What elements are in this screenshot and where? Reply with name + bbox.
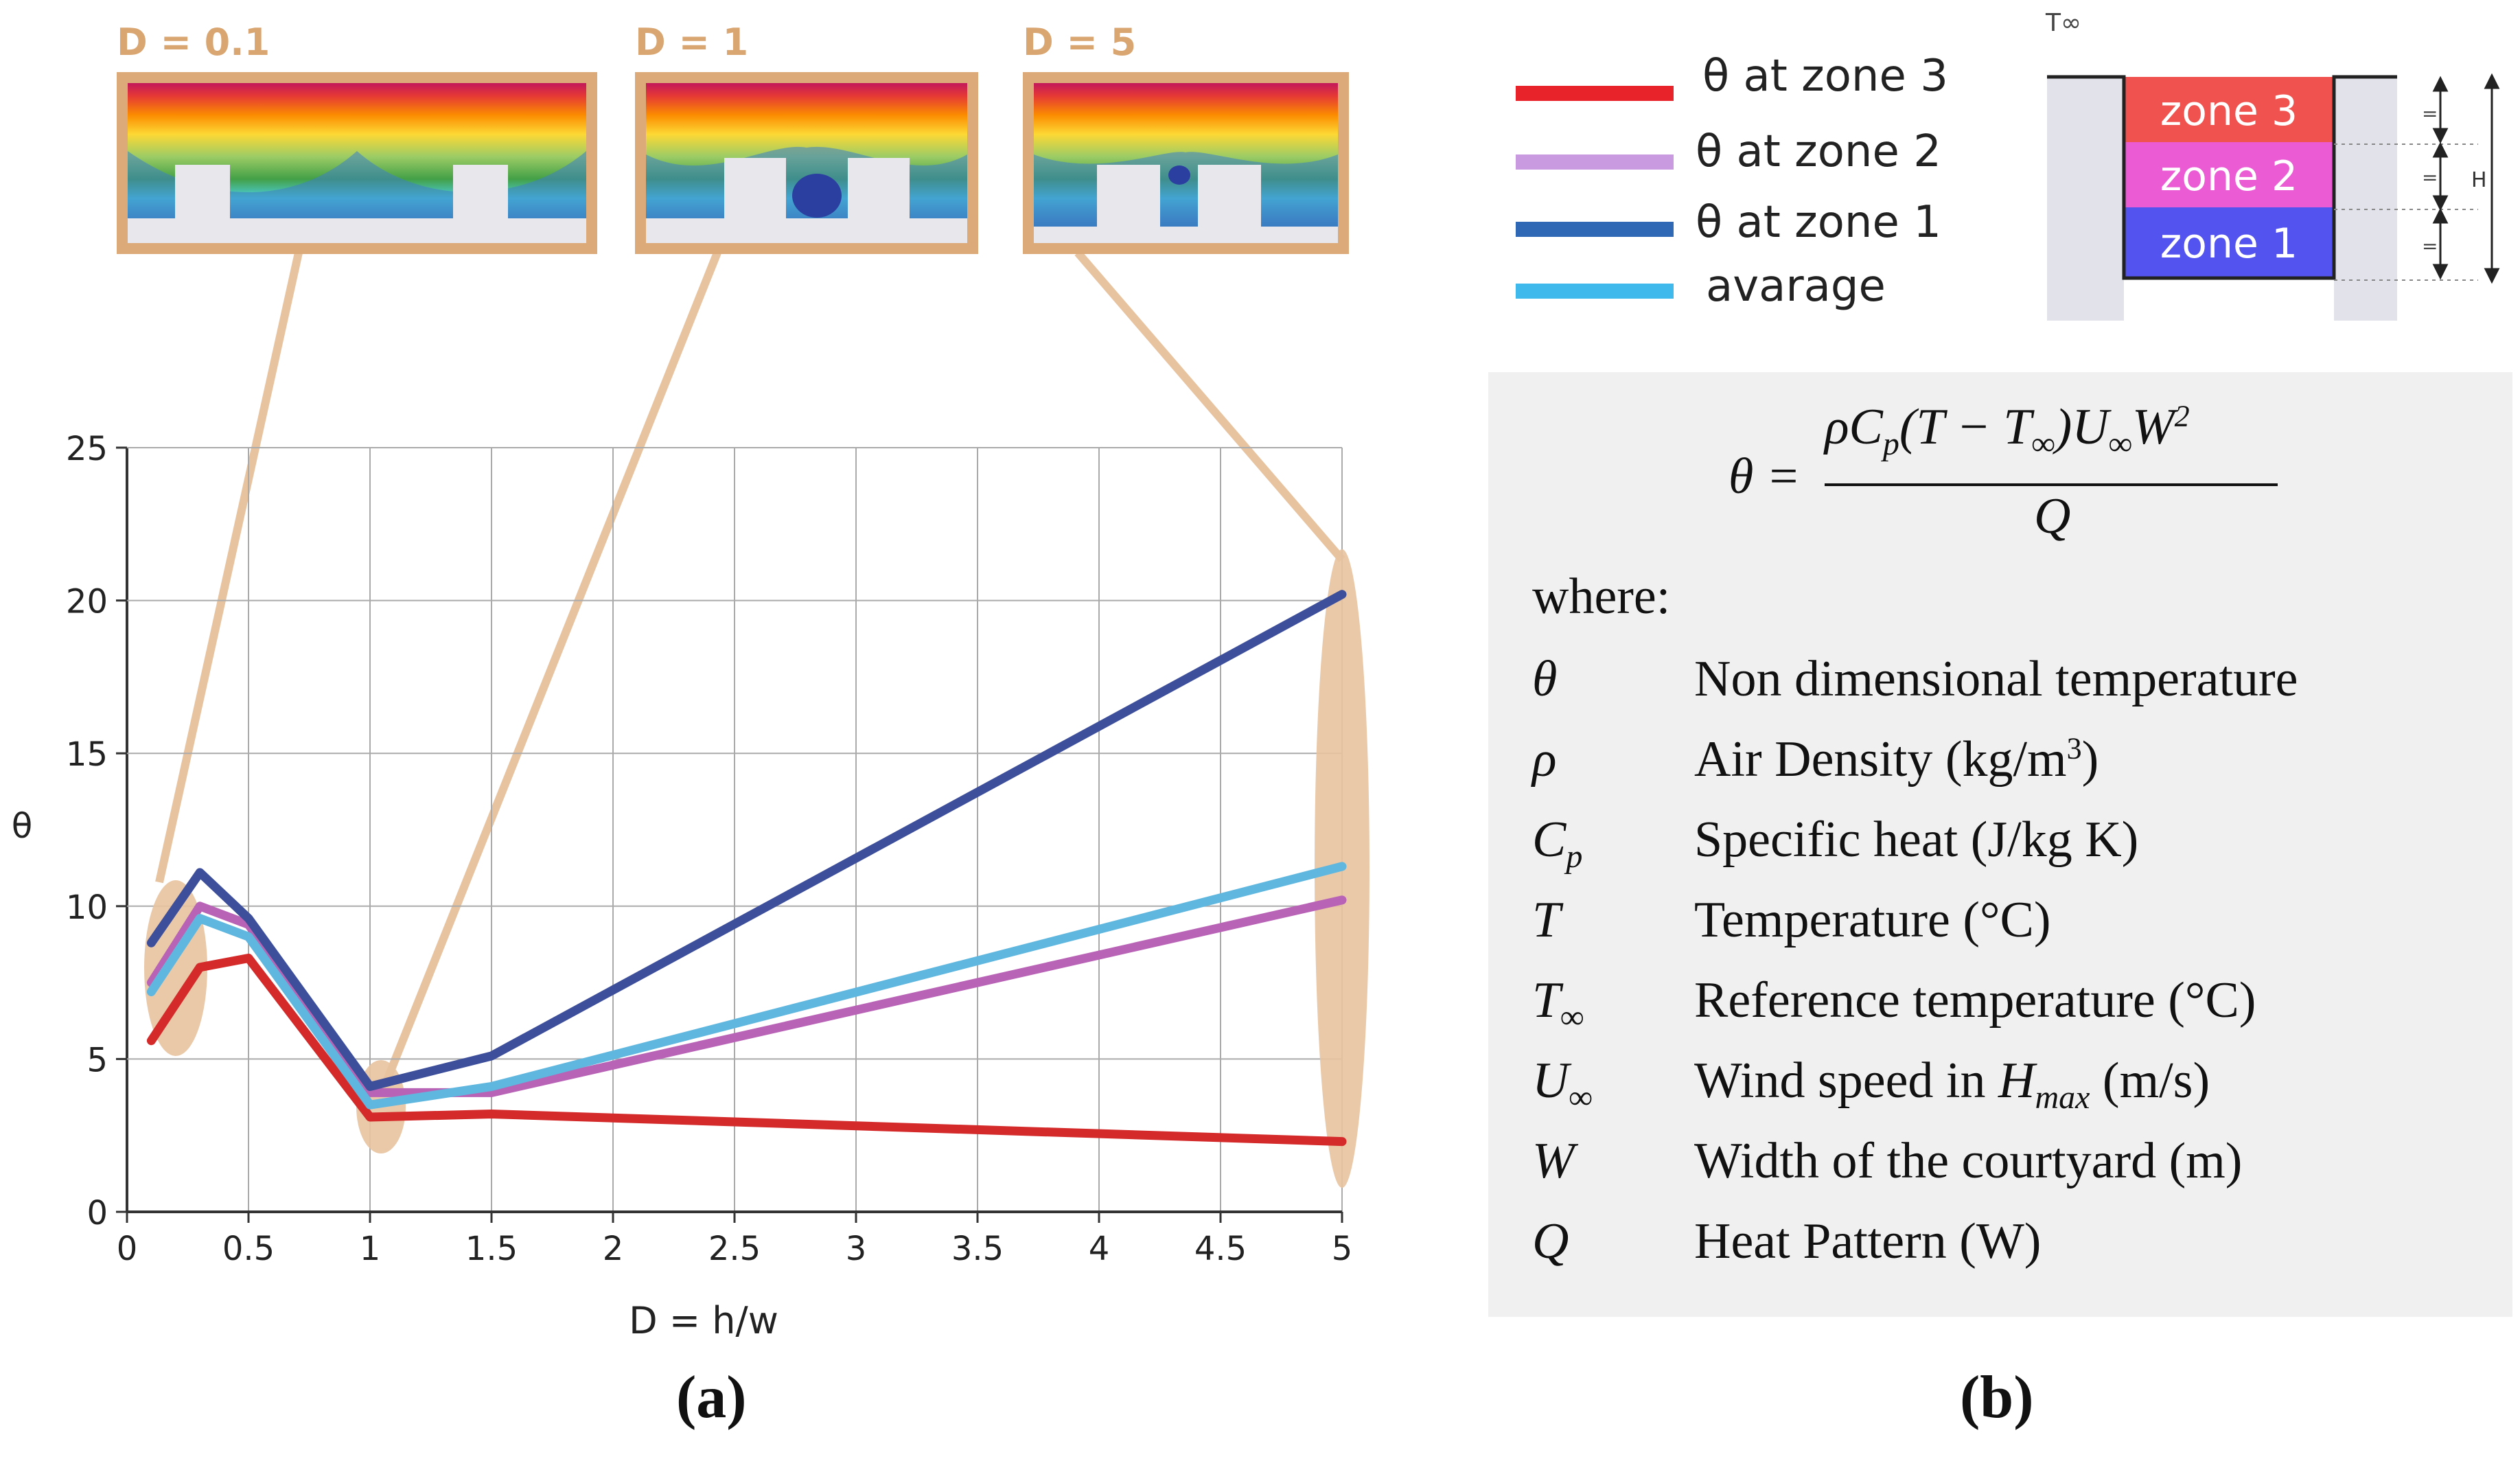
thumbnail-d5-building-right [1198, 165, 1261, 243]
legend-swatch-average [1516, 284, 1674, 299]
legend-label-zone3: θ at zone 3 [1702, 51, 1948, 102]
legend-and-diagram: θ at zone 3 θ at zone 2 θ at zone 1 avar… [1516, 9, 2500, 321]
zone-2-label: zone 2 [2160, 152, 2298, 200]
y-tick-label: 25 [66, 430, 108, 468]
thumbnail-d1-building-left [724, 158, 786, 243]
x-tick-label: 5 [1332, 1230, 1353, 1268]
callout-lines [155, 250, 1345, 1097]
x-tick-label: 4 [1089, 1230, 1110, 1268]
series-line-avarage [146, 862, 1347, 1110]
formula-numerator: ρCp(T − T∞)U∞W2 [1825, 399, 2190, 462]
y-tick-labels: 0 5 10 15 20 25 [66, 430, 127, 1232]
equal-mark-middle: = [2422, 166, 2438, 189]
x-tick-label: 4.5 [1194, 1230, 1247, 1268]
thumbnail-d1-vortex [792, 174, 842, 218]
chart-series [146, 590, 1347, 1147]
t-infinity-label: T∞ [2045, 9, 2081, 37]
theta-vs-d-chart: 0 5 10 15 20 25 0 0.5 1 1.5 2 2.5 3 3.5 4 4.5 5 θ D = h… [12, 21, 1369, 1342]
callout-line-d1 [377, 251, 721, 1097]
thumbnail-d01: D = 0.1 [117, 21, 597, 254]
thumbnail-d5: D = 5 [1023, 21, 1349, 254]
thumbnail-d01-building-left [175, 165, 230, 243]
legend-label-average: avarage [1706, 261, 1886, 312]
thumbnail-d5-ground [1034, 227, 1338, 243]
x-tick-label: 3.5 [951, 1230, 1004, 1268]
dimension-arrows [2432, 73, 2500, 284]
thumbnail-d01-label: D = 0.1 [117, 21, 270, 64]
formula-panel: θ = ρCp(T − T∞)U∞W2 Q where: θ Non dimen… [1488, 372, 2512, 1317]
x-axis-label: D = h/w [629, 1299, 778, 1342]
series-line--at-zone-1 [146, 590, 1347, 1091]
x-tick-label: 1 [360, 1230, 381, 1268]
x-tick-label: 2.5 [708, 1230, 761, 1268]
equal-mark-bottom: = [2422, 235, 2438, 257]
formula-lhs: θ = [1729, 448, 1801, 505]
panel-b-label: (b) [1960, 1364, 2034, 1431]
courtyard-diagram: T∞ zone 3 zone 2 zone 1 = = = H [2045, 9, 2500, 321]
series-line--at-zone-3 [146, 953, 1347, 1147]
thumbnail-d5-building-left [1097, 165, 1160, 243]
legend-label-zone1: θ at zone 1 [1696, 197, 1941, 248]
zone-1-label: zone 1 [2160, 220, 2298, 268]
zone-2-block [2124, 142, 2334, 207]
highlight-ellipses [144, 549, 1369, 1188]
y-tick-label: 20 [66, 583, 108, 621]
courtyard-outline [2047, 75, 2397, 280]
zone-3-label: zone 3 [2160, 87, 2298, 135]
y-axis-label: θ [12, 806, 33, 846]
y-tick-label: 0 [86, 1194, 108, 1232]
formula-where: where: [1532, 569, 1671, 625]
zone-3-block [2124, 77, 2334, 142]
callout-line-d01 [155, 251, 303, 884]
x-tick-labels: 0 0.5 1 1.5 2 2.5 3 3.5 4 4.5 5 [117, 1212, 1353, 1268]
formula-fraction-bar [1825, 483, 2278, 486]
thumbnail-d5-label: D = 5 [1023, 21, 1136, 64]
callout-line-d5 [1074, 250, 1345, 562]
panel-a-label: (a) [676, 1364, 747, 1431]
formula-equation: θ = ρCp(T − T∞)U∞W2 Q [1729, 399, 2278, 558]
legend-label-zone2: θ at zone 2 [1696, 126, 1941, 177]
thumbnail-d01-building-right [453, 165, 508, 243]
level-lines [2334, 143, 2478, 281]
y-tick-label: 15 [66, 735, 108, 774]
thumbnail-d1: D = 1 [635, 21, 978, 254]
y-tick-label: 10 [66, 888, 108, 927]
legend: θ at zone 3 θ at zone 2 θ at zone 1 avar… [1516, 51, 1948, 312]
equal-mark-top: = [2422, 102, 2438, 125]
formula-denominator: Q [2034, 488, 2071, 544]
x-tick-label: 0.5 [222, 1230, 275, 1268]
y-tick-label: 5 [86, 1041, 108, 1079]
x-tick-label: 0 [117, 1230, 138, 1268]
courtyard-wall-left [2047, 77, 2124, 321]
chart-grid [126, 447, 1343, 1213]
thumbnail-d1-ground [646, 218, 967, 243]
thumbnail-d5-vortex [1168, 165, 1190, 185]
x-tick-label: 1.5 [465, 1230, 518, 1268]
x-tick-label: 3 [846, 1230, 867, 1268]
thumbnail-d1-building-right [848, 158, 910, 243]
height-label: H [2471, 168, 2487, 192]
courtyard-wall-right [2334, 77, 2397, 321]
x-tick-label: 2 [603, 1230, 624, 1268]
zone-1-block [2124, 207, 2334, 278]
legend-swatch-zone3 [1516, 86, 1674, 101]
legend-swatch-zone2 [1516, 154, 1674, 170]
thumbnail-d1-label: D = 1 [635, 21, 748, 64]
legend-swatch-zone1 [1516, 222, 1674, 237]
